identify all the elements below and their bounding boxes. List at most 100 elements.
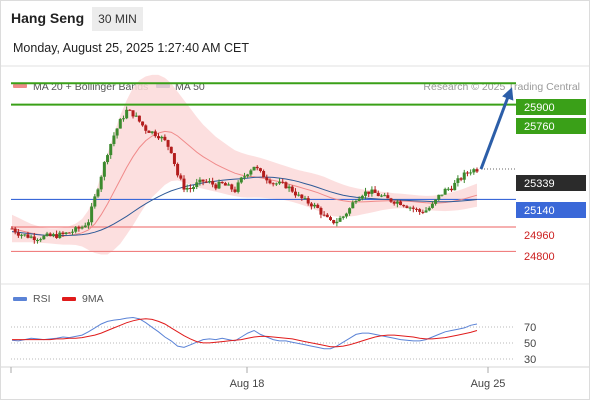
support-label-1: 24960 [524, 230, 555, 242]
timestamp: Monday, August 25, 2025 1:27:40 AM CET [13, 41, 250, 55]
candle-body [348, 208, 352, 214]
rsi-legend-swatch [13, 297, 27, 301]
candle-body [427, 207, 431, 211]
candle-body [223, 183, 227, 186]
candle-body [421, 211, 425, 213]
candle-body [102, 162, 106, 177]
candle-body [284, 182, 288, 189]
candle-body [252, 166, 256, 171]
candle-body [456, 178, 460, 183]
candle-body [128, 109, 132, 111]
timeframe-button[interactable]: 30 MIN [92, 7, 143, 31]
candle-body [61, 232, 65, 234]
candle-body [220, 181, 224, 184]
candle-body [71, 231, 75, 233]
candle-body [217, 181, 221, 189]
candle-body [42, 235, 46, 240]
instrument-title: Hang Seng [11, 10, 85, 26]
candle-body [249, 170, 253, 175]
candle-body [411, 207, 415, 209]
label-bg-r2 [516, 118, 586, 134]
bollinger-band [12, 74, 477, 255]
candle-body [325, 214, 329, 218]
candle-body [281, 181, 285, 183]
candle-body [328, 217, 332, 221]
candle-body [230, 184, 234, 190]
candle-body [77, 227, 81, 229]
candle-body [367, 191, 371, 194]
candle-body [141, 121, 145, 126]
label-bg-pivot [516, 202, 586, 218]
xaxis-label-aug18: Aug 18 [230, 378, 265, 390]
projection-arrow-shaft [479, 93, 511, 170]
candle-body [32, 236, 36, 241]
candle-body [121, 118, 125, 120]
candle-body [195, 182, 199, 187]
candle-body [443, 188, 447, 195]
rsi-tick-70: 70 [524, 322, 536, 334]
candle-body [265, 177, 269, 181]
candle-body [255, 166, 259, 169]
candle-body [258, 168, 262, 172]
candle-body [236, 182, 240, 192]
candle-body [204, 181, 208, 183]
candle-body [475, 169, 479, 172]
candle-body [112, 135, 116, 145]
rsi-legend-label: RSI [33, 293, 51, 305]
candle-body [469, 172, 473, 174]
rsi-layer [11, 316, 478, 350]
candle-body [341, 216, 345, 218]
candle-body [115, 128, 119, 136]
candle-body [370, 189, 374, 194]
candle-body [169, 146, 173, 154]
candle-body [51, 234, 55, 236]
candle-body [243, 176, 246, 178]
candle-body [338, 217, 342, 222]
candle-body [179, 175, 183, 179]
candle-body [137, 115, 141, 122]
candle-body [274, 183, 278, 185]
pivot-label: 25140 [524, 205, 555, 217]
candle-body [118, 119, 122, 129]
candle-body [153, 131, 157, 137]
candle-body [373, 189, 377, 193]
candle-body [233, 189, 237, 192]
candle-body [144, 125, 148, 131]
candle-body [23, 234, 27, 236]
candle-body [402, 205, 406, 207]
candle-body [313, 204, 317, 207]
candle-body [239, 177, 243, 183]
candle-body [399, 201, 403, 206]
candle-body [383, 195, 387, 197]
candle-body [64, 232, 68, 234]
candle-body [405, 206, 409, 208]
candle-body [293, 191, 297, 196]
candle-body [45, 233, 49, 236]
candle-body [395, 201, 399, 204]
candle-body [335, 221, 339, 224]
candle-body [166, 140, 170, 147]
candle-body [74, 227, 78, 232]
projection-arrow-head [502, 87, 514, 101]
candle-body [446, 188, 450, 190]
candle-body [303, 198, 307, 200]
candle-body [322, 214, 326, 216]
bollinger-band-layer [12, 74, 477, 255]
candle-body [354, 200, 358, 203]
candle-body [207, 181, 211, 183]
candle-body [214, 184, 218, 189]
candle-body [55, 234, 59, 238]
legend-swatch-ma20 [13, 84, 27, 88]
candle-body [150, 131, 154, 133]
candle-body [386, 195, 390, 199]
candle-body [86, 222, 90, 226]
candle-body [309, 203, 313, 207]
candle-body [211, 181, 215, 185]
candle-body [35, 239, 39, 241]
label-bg-r1 [516, 99, 586, 115]
candle-body [472, 169, 476, 173]
candle-body [10, 228, 14, 230]
candle-body [83, 225, 87, 228]
candle-body [201, 179, 205, 182]
